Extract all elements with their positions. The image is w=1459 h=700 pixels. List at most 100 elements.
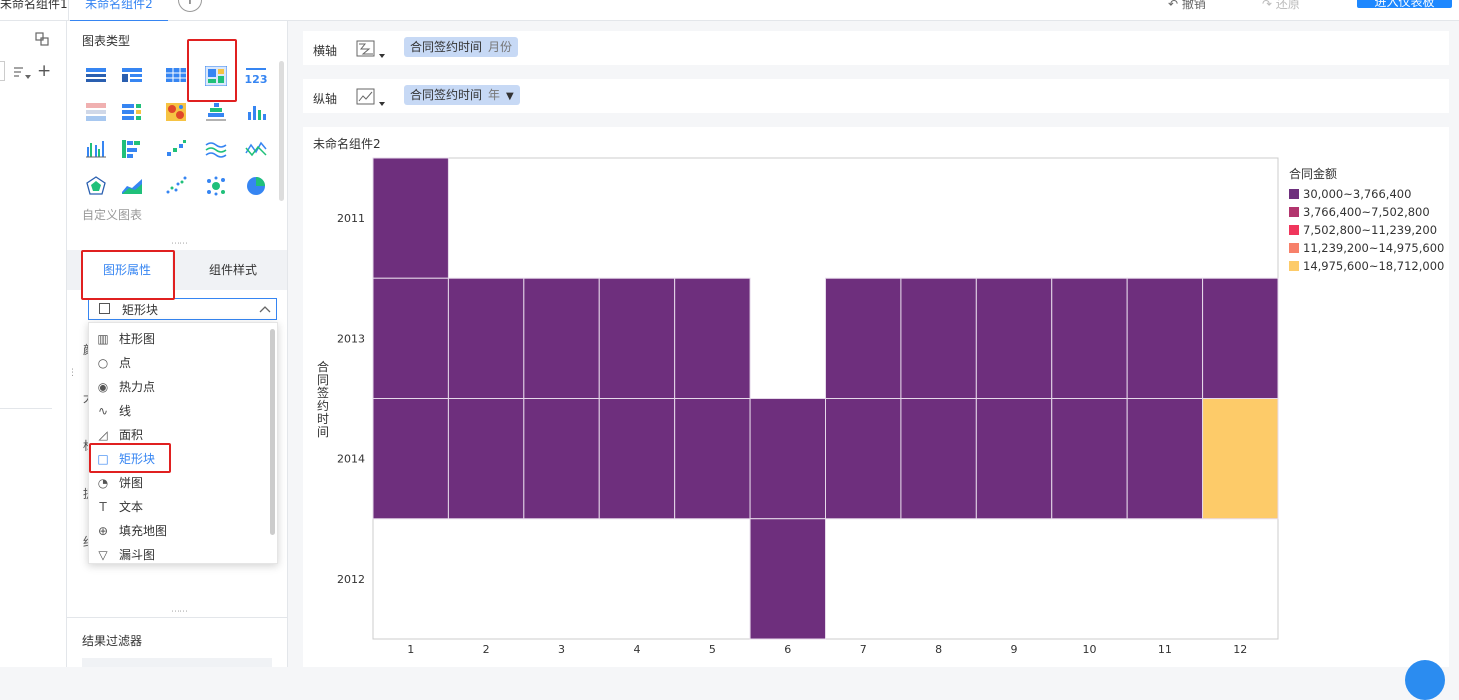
- heatmap-cell[interactable]: [1051, 398, 1128, 520]
- x-tick-label: 5: [709, 643, 716, 656]
- filter-icon: ▼: [506, 91, 514, 102]
- heatmap-cell[interactable]: [900, 277, 977, 399]
- y-axis-field-pill[interactable]: 合同签约时间年 ▼: [404, 85, 520, 105]
- axis-type-icon[interactable]: [356, 88, 390, 108]
- heatmap-cell[interactable]: [372, 157, 449, 279]
- number-123-icon[interactable]: 123: [245, 66, 267, 86]
- heatmap-cell[interactable]: [749, 398, 827, 520]
- heatmap-cell[interactable]: [900, 398, 977, 520]
- heatmap-cell[interactable]: [825, 398, 902, 520]
- scatter-icon[interactable]: [165, 176, 187, 196]
- dropdown-item-label: 柱形图: [119, 332, 156, 346]
- heatmap-cell[interactable]: [598, 277, 676, 399]
- x-tick-label: 9: [1011, 643, 1018, 656]
- drag-handle[interactable]: ⋮: [68, 368, 77, 378]
- column-chart-icon[interactable]: [245, 102, 267, 122]
- heat-dot-icon: ◉: [97, 380, 109, 394]
- stacked-horizontal-icon[interactable]: [121, 139, 143, 159]
- tab-component-2[interactable]: 未命名组件2: [70, 0, 168, 22]
- add-field-icon[interactable]: +: [37, 61, 52, 81]
- dropdown-item[interactable]: ○ 点: [95, 352, 265, 374]
- heatmap-cell[interactable]: [749, 518, 827, 640]
- tab-graph-property[interactable]: 图形属性: [82, 250, 172, 290]
- x-tick-label: 12: [1233, 643, 1247, 656]
- heatmap-cell[interactable]: [674, 277, 751, 399]
- heatmap-cell[interactable]: [825, 277, 902, 399]
- add-tab-button[interactable]: +: [178, 0, 202, 12]
- detail-table-icon[interactable]: [165, 66, 187, 86]
- pie-icon[interactable]: [245, 176, 267, 196]
- combo-table-icon[interactable]: [121, 102, 143, 122]
- grouped-column-icon[interactable]: [85, 139, 107, 159]
- bubble-icon[interactable]: [205, 176, 227, 196]
- resize-handle[interactable]: ⋯⋯: [171, 607, 188, 617]
- heatmap-cell[interactable]: [523, 277, 600, 399]
- rect-block-icon: [99, 303, 110, 314]
- radar-icon[interactable]: [85, 176, 107, 196]
- dropdown-item[interactable]: ◔ 饼图: [95, 472, 265, 494]
- legend-label: 7,502,800~11,239,200: [1303, 223, 1438, 237]
- heatmap-cell[interactable]: [975, 277, 1053, 399]
- y-tick-label: 2012: [337, 573, 365, 586]
- axis-type-icon[interactable]: [356, 40, 390, 60]
- palette-scrollbar[interactable]: [279, 61, 284, 201]
- dropdown-item[interactable]: ⊕ 填充地图: [95, 520, 265, 542]
- legend-item[interactable]: 14,975,600~18,712,000: [1289, 259, 1444, 273]
- x-axis-label: 横轴: [313, 44, 338, 58]
- multi-line-icon[interactable]: [205, 139, 227, 159]
- sort-icon[interactable]: [13, 66, 33, 80]
- legend-swatch: [1289, 189, 1299, 199]
- heatmap-cell[interactable]: [372, 398, 449, 520]
- heatmap-icon[interactable]: [165, 102, 187, 122]
- redo-button[interactable]: ↷ 还原: [1262, 0, 1300, 10]
- graph-type-select[interactable]: 矩形块: [88, 298, 277, 320]
- resize-handle[interactable]: ⋯⋯: [171, 239, 188, 249]
- area-icon[interactable]: [121, 176, 143, 196]
- heatmap-cell[interactable]: [1202, 277, 1279, 399]
- heatmap-cell[interactable]: [372, 277, 449, 399]
- stacked-bar-icon[interactable]: [205, 102, 227, 122]
- heatmap-cell[interactable]: [1202, 398, 1279, 520]
- legend-swatch: [1289, 225, 1299, 235]
- legend-item[interactable]: 11,239,200~14,975,600: [1289, 241, 1444, 255]
- heatmap-cell[interactable]: [975, 398, 1053, 520]
- x-axis-field-pill[interactable]: 合同签约时间 月份: [404, 37, 519, 57]
- x-tick-label: 4: [633, 643, 640, 656]
- dropdown-item[interactable]: ▥ 柱形图: [95, 328, 265, 350]
- legend-item[interactable]: 3,766,400~7,502,800: [1289, 205, 1430, 219]
- dot-icon: ○: [97, 356, 109, 370]
- custom-chart-link[interactable]: 自定义图表: [82, 208, 143, 222]
- kpi-card-icon[interactable]: [85, 102, 107, 122]
- legend-item[interactable]: 30,000~3,766,400: [1289, 187, 1411, 201]
- result-filter-dropzone[interactable]: [82, 658, 272, 667]
- heatmap-cell[interactable]: [523, 398, 600, 520]
- heatmap-cell[interactable]: [447, 277, 525, 399]
- dropdown-item[interactable]: ∿ 线: [95, 400, 265, 422]
- line-area-icon[interactable]: [245, 139, 267, 159]
- heatmap-cell[interactable]: [674, 398, 751, 520]
- dropdown-item[interactable]: □ 矩形块: [95, 448, 265, 470]
- dropdown-item[interactable]: ▽ 漏斗图: [95, 544, 265, 566]
- switch-view-icon[interactable]: [35, 32, 49, 46]
- dropdown-item[interactable]: T 文本: [95, 496, 265, 518]
- heatmap-cell[interactable]: [598, 398, 676, 520]
- highlight-box: [187, 39, 237, 102]
- heatmap-cell[interactable]: [1051, 277, 1128, 399]
- tab-component-style[interactable]: 组件样式: [208, 263, 257, 277]
- heatmap-cell[interactable]: [447, 398, 525, 520]
- cross-table-icon[interactable]: [121, 66, 143, 86]
- help-button[interactable]: [1405, 660, 1445, 700]
- y-axis-title-char: 间: [317, 425, 329, 439]
- step-scatter-icon[interactable]: [165, 139, 187, 159]
- tab-component-1[interactable]: 未命名组件1: [0, 0, 69, 20]
- dropdown-item[interactable]: ◿ 面积: [95, 424, 265, 446]
- dropdown-scrollbar[interactable]: [270, 329, 275, 535]
- legend-item[interactable]: 7,502,800~11,239,200: [1289, 223, 1437, 237]
- undo-button[interactable]: ↶ 撤销: [1168, 0, 1206, 10]
- table-icon[interactable]: [85, 66, 107, 86]
- dropdown-item[interactable]: ◉ 热力点: [95, 376, 265, 398]
- enter-dashboard-button[interactable]: 进入仪表板: [1357, 0, 1452, 9]
- heatmap-cell[interactable]: [1126, 277, 1204, 399]
- heatmap-cell[interactable]: [1126, 398, 1204, 520]
- legend-swatch: [1289, 261, 1299, 271]
